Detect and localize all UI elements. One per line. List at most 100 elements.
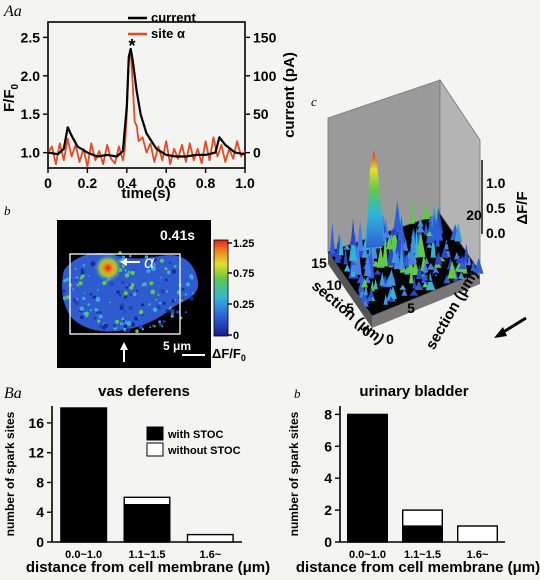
x-axis-label: time(s): [121, 185, 170, 202]
bb-category-label: 1.1~1.5: [404, 549, 441, 561]
speckle-dot: [132, 292, 137, 297]
speckle-dot: [127, 270, 131, 274]
ba-x-label: distance from cell membrane (μm): [26, 559, 270, 576]
speckle-dot: [120, 324, 123, 327]
series-site-alpha-line: [47, 50, 246, 168]
surface-spike: [364, 276, 371, 283]
speckle-dot: [158, 301, 162, 305]
x-tick-label: 0.8: [196, 175, 216, 191]
z-axis: 0.0 0.5 1.0 ΔF/F: [481, 160, 531, 241]
aa-lines: [47, 47, 246, 168]
speckle-dot: [82, 264, 86, 267]
speckle-dot: [158, 320, 162, 324]
speckle-dot: [142, 282, 147, 287]
speckle-dot: [161, 325, 164, 328]
speckle-dot: [152, 307, 158, 313]
surface-spike: [358, 279, 365, 292]
speckle-dot: [120, 256, 123, 259]
speckle-dot: [97, 289, 99, 291]
surface-spike: [421, 266, 430, 283]
surface-spike: [361, 244, 369, 258]
speckle-dot: [160, 289, 165, 294]
speckle-dot: [162, 319, 166, 324]
bb-y-tick-label: 0: [324, 534, 332, 550]
speckle-dot: [98, 314, 103, 319]
speckle-dot: [170, 261, 173, 264]
y-right-tick-label: 50: [253, 106, 269, 122]
speckle-dot: [164, 267, 168, 271]
panel-label-ac: c: [311, 94, 317, 109]
speckle-dot: [96, 311, 99, 314]
speckle-dot: [80, 270, 85, 275]
surface-spike: [455, 255, 463, 264]
surface-spike: [409, 266, 414, 284]
speckle-dot: [74, 300, 80, 306]
speckle-dot: [159, 323, 163, 327]
speckle-dot: [84, 311, 89, 316]
speckle-dot: [165, 278, 168, 282]
speckle-dot: [191, 292, 194, 295]
speckle-dot: [166, 270, 171, 275]
image-time-label: 0.41s: [160, 227, 195, 243]
speckle-dot: [130, 322, 136, 327]
surface-spike: [407, 246, 416, 265]
surface-spike: [426, 243, 433, 248]
surface-spike: [386, 235, 393, 250]
speckle-dot: [171, 299, 175, 303]
colorbar-tick-label: 0: [233, 330, 239, 342]
speckle-dot: [75, 279, 77, 282]
speckle-dot: [155, 298, 157, 301]
speckle-dot: [127, 283, 132, 287]
speckle-dot: [80, 268, 84, 272]
colorbar-label: ΔF/F0: [212, 346, 246, 363]
speckle-dot: [89, 292, 93, 296]
speckle-dot: [138, 324, 143, 329]
surface-spike: [343, 246, 348, 265]
ba-y-tick-label: 0: [36, 534, 44, 550]
speckle-dot: [119, 306, 124, 311]
panel-aa: Aa F/F0 current (pA) time(s) 0 0.2 0.4 0.6 0…: [1, 3, 298, 202]
speckle-dot: [94, 323, 97, 326]
speckle-dot: [72, 288, 75, 291]
speckle-dot: [184, 293, 188, 296]
surface-spike: [434, 222, 443, 241]
legend-without-stoc-swatch: [146, 442, 164, 457]
speckle-dot: [123, 324, 128, 329]
speckle-dot: [133, 316, 139, 321]
x-tick-label: 0.4: [117, 175, 137, 191]
surface-spike: [417, 218, 424, 227]
speckle-dot: [170, 314, 174, 318]
speckle-dot: [126, 321, 132, 326]
spark-hotspot: [94, 254, 122, 282]
peak-asterisk: *: [128, 36, 135, 56]
speckle-dot: [146, 259, 148, 261]
speckle-dot: [182, 296, 185, 299]
speckle-dot: [125, 285, 129, 289]
legend: current site α: [128, 10, 196, 41]
speckle-dot: [126, 302, 130, 307]
surface-spike: [349, 238, 357, 261]
surface-spike: [402, 237, 409, 251]
speckle-dot: [122, 295, 125, 297]
bb-y-label: number of spark sites: [287, 411, 301, 536]
speckle-dot: [132, 268, 135, 271]
section-y-tick: 0: [386, 331, 394, 347]
surface-spike: [399, 284, 406, 290]
surface-spike: [406, 259, 415, 274]
speckle-dot: [80, 315, 84, 320]
surface-spike: [454, 222, 463, 243]
speckle-dot: [79, 306, 84, 312]
surface-spike: [447, 260, 457, 279]
ba-category-label: 1.6~: [199, 549, 221, 561]
section-x-tick: 5: [346, 300, 354, 316]
surface-spike: [458, 261, 467, 270]
speckle-dot: [82, 296, 86, 301]
surface-spike: [416, 224, 425, 233]
speckle-dot: [124, 273, 130, 278]
surface-spike: [401, 289, 408, 296]
bb-y-tick-label: 8: [324, 406, 332, 422]
colorbar-tick-label: 0.75: [233, 268, 254, 280]
surface-spike: [463, 244, 469, 261]
surface-spike: [458, 271, 465, 279]
